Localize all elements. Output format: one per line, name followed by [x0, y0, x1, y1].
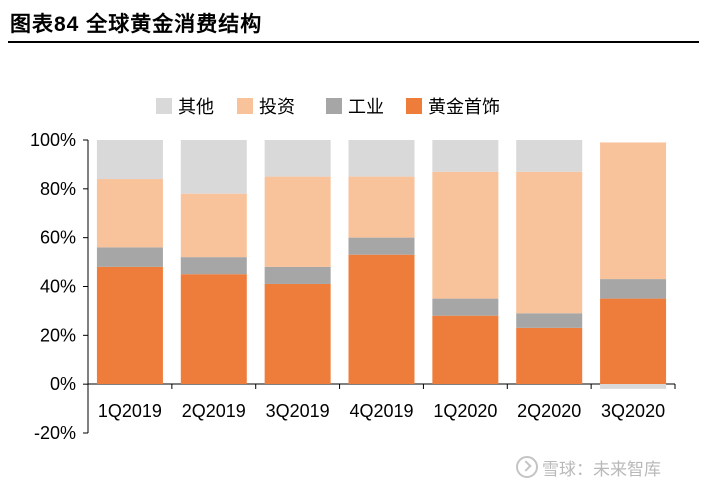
bar-segment-industry: [180, 257, 247, 275]
x-tick-label: 2Q2019: [182, 401, 246, 421]
x-tick-label: 1Q2020: [433, 401, 497, 421]
bar-segment-other: [96, 140, 163, 180]
watermark: 雪球：未来智库: [516, 455, 661, 480]
bar-segment-investment: [264, 176, 331, 267]
legend-swatch-investment: [237, 98, 253, 114]
bar-segment-jewelry: [180, 274, 247, 384]
bar-segment-investment: [96, 179, 163, 248]
y-tick-label: 0%: [50, 374, 76, 394]
x-tick-label: 1Q2019: [98, 401, 162, 421]
figure-header: 图表84 全球黄金消费结构: [0, 0, 707, 44]
legend-swatch-jewelry: [406, 98, 422, 114]
bar-segment-industry: [348, 237, 415, 255]
bar-segment-jewelry: [600, 298, 667, 384]
y-tick-label: 20%: [40, 325, 76, 345]
y-tick-label: 100%: [30, 130, 76, 150]
bar-segment-investment: [516, 171, 583, 314]
bar-segment-other: [348, 140, 415, 177]
figure-title: 图表84 全球黄金消费结构: [10, 13, 263, 36]
legend-label-jewelry: 黄金首饰: [428, 97, 500, 118]
bar-segment-investment: [348, 176, 415, 238]
bar-segment-jewelry: [432, 315, 499, 384]
legend-label-industry: 工业: [348, 97, 384, 118]
legend-label-investment: 投资: [259, 97, 295, 118]
snowball-logo-icon: [516, 456, 538, 478]
x-tick-label: 3Q2020: [601, 401, 665, 421]
title-rule: [8, 41, 699, 43]
y-tick-label: 60%: [40, 228, 76, 248]
y-tick-label: 80%: [40, 179, 76, 199]
y-tick-label: -20%: [34, 423, 76, 443]
bar-segment-other: [516, 140, 583, 172]
x-tick-label: 4Q2019: [349, 401, 413, 421]
bar-segment-other: [432, 140, 499, 172]
legend-swatch-industry: [326, 98, 342, 114]
watermark-text: 雪球：未来智库: [542, 460, 661, 479]
bar-segment-other: [264, 140, 331, 177]
bar-segment-industry: [516, 313, 583, 328]
y-tick-label: 40%: [40, 277, 76, 297]
bar-segment-investment: [180, 193, 247, 258]
bar-segment-jewelry: [348, 254, 415, 384]
bar-segment-investment: [432, 171, 499, 299]
legend-swatch-other: [156, 98, 172, 114]
bar-segment-industry: [432, 298, 499, 316]
bar-segment-jewelry: [516, 327, 583, 384]
bar-segment-industry: [264, 266, 331, 284]
bar-segment-industry: [96, 247, 163, 267]
x-tick-label: 2Q2020: [517, 401, 581, 421]
legend-label-other: 其他: [178, 97, 214, 118]
bar-segment-investment: [600, 142, 667, 280]
bar-segment-jewelry: [264, 283, 331, 384]
bar-segment-other: [180, 140, 247, 194]
bar-segment-industry: [600, 279, 667, 299]
x-tick-label: 3Q2019: [266, 401, 330, 421]
bar-segment-other: [600, 384, 667, 389]
bar-segment-jewelry: [96, 266, 163, 384]
